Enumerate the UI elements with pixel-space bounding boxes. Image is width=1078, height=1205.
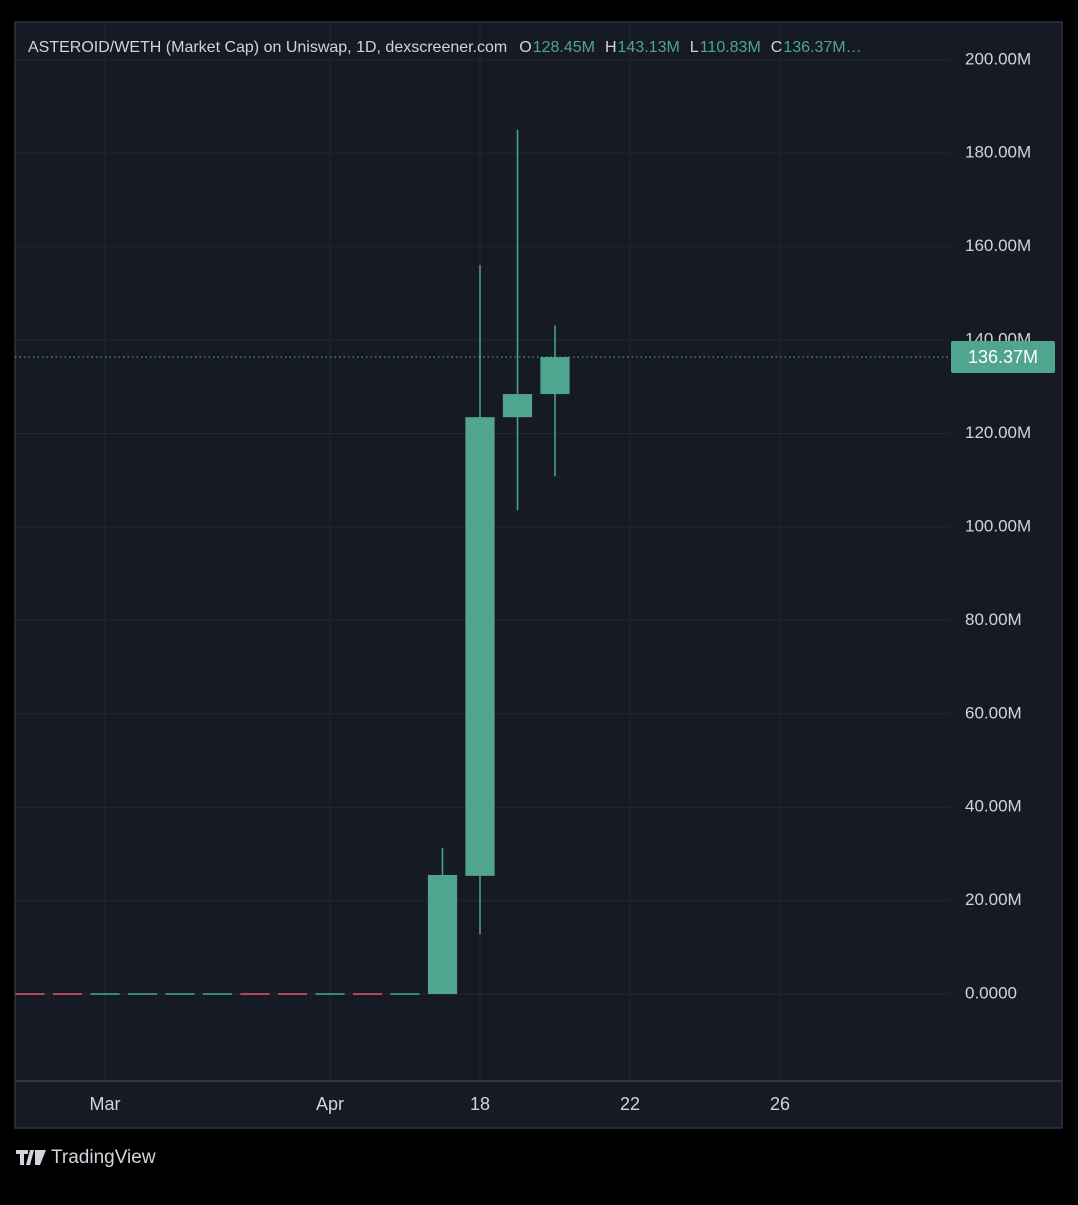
y-tick-label: 120.00M [965,423,1031,442]
marks [15,129,950,995]
candle-body [202,993,233,995]
candle-body [52,993,83,995]
x-tick-label: 18 [470,1094,490,1114]
y-tick-label: 180.00M [965,143,1031,162]
footer: TradingView [51,1147,156,1168]
last-price-label: 136.37M [968,347,1038,367]
y-tick-label: 160.00M [965,236,1031,255]
legend-key: L [690,39,699,56]
candle-body [127,993,158,995]
chart-panel [14,21,1063,1129]
x-tick-label: 22 [620,1094,640,1114]
legend-value: 136.37M… [783,39,861,56]
legend-value: 143.13M [618,39,680,56]
candle-body [15,993,45,995]
tradingview-logo: TradingView [16,1147,156,1168]
legend-value: 128.45M [533,39,595,56]
y-tick-label: 80.00M [965,610,1022,629]
candle-body [277,993,308,995]
y-tick-label: 200.00M [965,49,1031,68]
chart-title: ASTEROID/WETH (Market Cap) on Uniswap, 1… [28,39,507,56]
last-price-box [951,341,1055,374]
x-tick-label: Mar [90,1094,121,1114]
ohlc-legend: O 128.45M H 143.13M L 110.83M C 136.37M… [519,39,861,56]
candle-body [240,993,270,995]
candle-body [90,993,120,995]
legend-key: O [519,39,531,56]
y-tick-label: 60.00M [965,703,1022,722]
x-tick-label: Apr [316,1094,344,1114]
logo-icon [16,1150,46,1165]
legend-key: H [605,39,617,56]
candle-body [315,993,345,995]
candle-body [427,874,458,995]
y-tick-label: 40.00M [965,797,1022,816]
y-tick-label: 0.0000 [965,984,1017,1003]
y-tick-label: 100.00M [965,516,1031,535]
candle-body [165,993,195,995]
candle-body [390,993,420,995]
candle-body [352,993,383,995]
legend-value: 110.83M [700,39,761,56]
candle-body [502,394,533,418]
legend-key: C [771,39,783,56]
candle-body [540,357,570,395]
y-tick-label: 20.00M [965,890,1022,909]
x-tick-label: 26 [770,1094,790,1114]
labels: 0.0000 20.00M 40.00M 60.00M 80.00M 100.00M 120… [90,49,1055,1114]
candle-body [465,417,495,876]
